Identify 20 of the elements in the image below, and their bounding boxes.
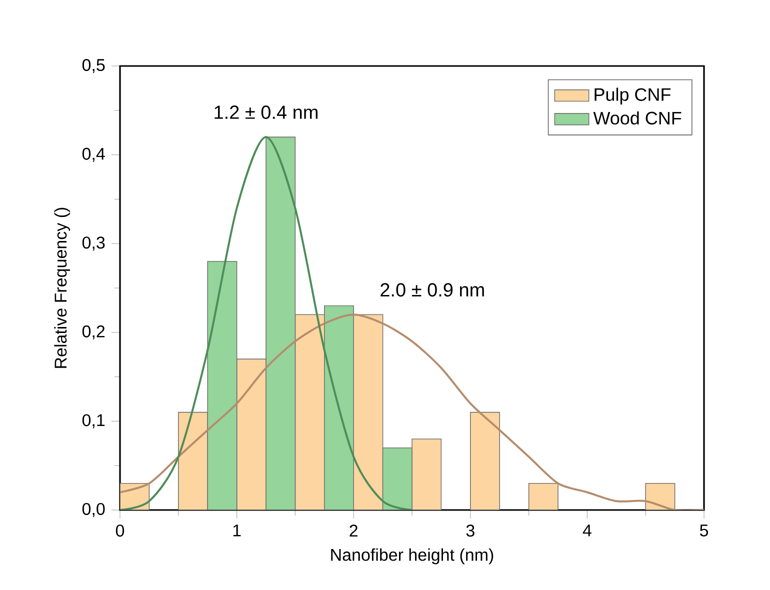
x-tick-label: 1 — [233, 524, 241, 536]
line-series — [120, 136, 414, 510]
x-tick-label: 0 — [116, 524, 124, 537]
legend-label: Wood CNF — [593, 111, 682, 125]
y-tick-label: 0,4 — [82, 148, 105, 162]
x-tick-label: 3 — [466, 524, 474, 537]
legend-label: Pulp CNF — [594, 88, 671, 105]
annotation: 1.2 ± 0.4 nm — [214, 106, 318, 119]
y-tick-label: 0,5 — [82, 59, 105, 74]
x-tick-label: 4 — [582, 524, 592, 536]
x-tick-label: 5 — [700, 524, 708, 536]
y-tick-label: 0,0 — [82, 502, 105, 518]
y-tick-label: 0,3 — [82, 236, 105, 251]
y-axis-title: Relative Frequency () — [54, 208, 70, 368]
y-tick-label: 0,2 — [82, 325, 105, 340]
x-tick-label: 2 — [350, 524, 358, 536]
x-axis-title: Nanofiber height (nm) — [331, 548, 494, 564]
line-series — [120, 314, 704, 510]
y-tick-label: 0,1 — [82, 414, 105, 428]
annotation: 2.0 ± 0.9 nm — [380, 283, 484, 297]
